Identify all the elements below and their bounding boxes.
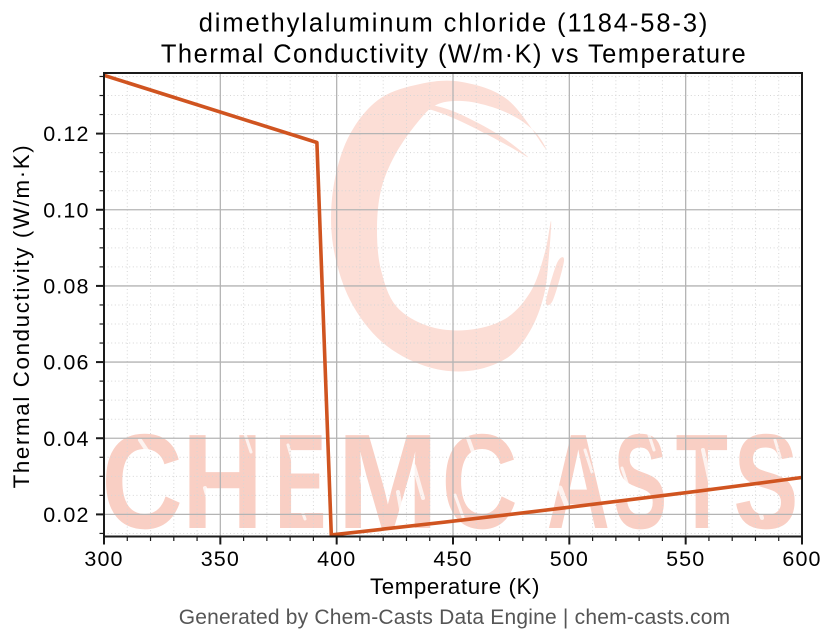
- svg-text:500: 500: [550, 547, 589, 571]
- svg-text:Thermal Conductivity (W/m·K): Thermal Conductivity (W/m·K): [9, 144, 34, 489]
- svg-text:M: M: [337, 407, 438, 557]
- svg-text:400: 400: [317, 547, 356, 571]
- svg-text:600: 600: [782, 547, 821, 571]
- svg-text:0.10: 0.10: [43, 198, 89, 222]
- svg-text:C: C: [101, 406, 182, 557]
- svg-text:Temperature (K): Temperature (K): [370, 574, 540, 599]
- svg-text:550: 550: [666, 547, 705, 571]
- svg-text:dimethylaluminum chloride (118: dimethylaluminum chloride (1184-58-3): [199, 9, 710, 37]
- svg-text:C: C: [441, 406, 517, 557]
- svg-text:450: 450: [433, 547, 472, 571]
- svg-text:Thermal Conductivity (W/m·K) v: Thermal Conductivity (W/m·K) vs Temperat…: [161, 40, 747, 68]
- svg-text:0.02: 0.02: [43, 503, 89, 527]
- svg-text:A: A: [547, 407, 610, 558]
- svg-text:0.12: 0.12: [43, 122, 89, 146]
- svg-text:0.08: 0.08: [43, 275, 89, 299]
- svg-text:350: 350: [201, 547, 240, 571]
- svg-text:0.04: 0.04: [43, 427, 89, 451]
- svg-text:H: H: [182, 407, 263, 557]
- svg-text:T: T: [676, 406, 728, 556]
- svg-text:300: 300: [84, 547, 123, 571]
- svg-text:0.06: 0.06: [43, 351, 89, 375]
- svg-text:E: E: [275, 408, 326, 558]
- svg-text:S: S: [614, 405, 668, 557]
- svg-text:Generated by Chem-Casts Data E: Generated by Chem-Casts Data Engine | ch…: [179, 606, 731, 629]
